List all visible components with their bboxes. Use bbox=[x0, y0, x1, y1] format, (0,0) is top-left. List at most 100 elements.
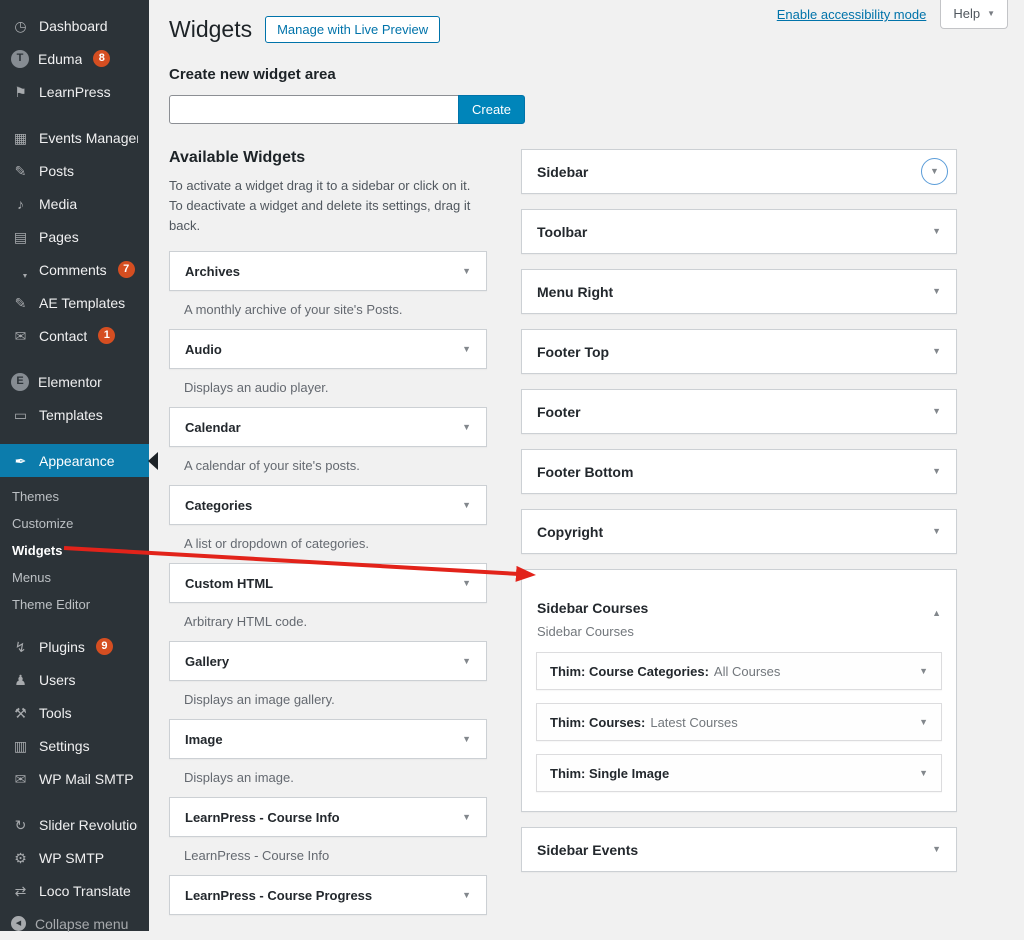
assigned-widget-course-categories[interactable]: Thim: Course Categories: All Courses ▼ bbox=[536, 652, 942, 690]
widget-area-header[interactable]: Footer ▼ bbox=[522, 390, 956, 433]
menu-item-plugins[interactable]: ↯ Plugins 9 bbox=[0, 630, 149, 663]
chevron-down-icon[interactable]: ▼ bbox=[932, 526, 941, 536]
assigned-widget-courses[interactable]: Thim: Courses: Latest Courses ▼ bbox=[536, 703, 942, 741]
widget-card-gallery[interactable]: Gallery ▼ bbox=[169, 641, 487, 682]
chevron-down-icon[interactable]: ▼ bbox=[932, 226, 941, 236]
widget-card-categories[interactable]: Categories ▼ bbox=[169, 485, 487, 526]
chevron-down-icon[interactable]: ▼ bbox=[919, 767, 928, 778]
widget-area-header[interactable]: Footer Top ▼ bbox=[522, 330, 956, 373]
widget-area-header[interactable]: Sidebar Courses ▲ bbox=[522, 570, 956, 618]
assigned-widget-title: Thim: Courses: bbox=[550, 714, 646, 730]
translate-icon: ⇄ bbox=[14, 882, 27, 899]
chevron-down-icon[interactable]: ▼ bbox=[932, 844, 941, 854]
new-widget-area-input[interactable] bbox=[169, 95, 459, 124]
menu-item-users[interactable]: ♟ Users bbox=[0, 663, 149, 696]
widget-card-learnpress-course-progress[interactable]: LearnPress - Course Progress ▼ bbox=[169, 875, 487, 916]
widget-area-footer-bottom[interactable]: Footer Bottom ▼ bbox=[521, 449, 957, 494]
submenu-item-widgets[interactable]: Widgets bbox=[12, 543, 63, 558]
submenu-item-customize[interactable]: Customize bbox=[12, 516, 74, 531]
widget-card-custom-html[interactable]: Custom HTML ▼ bbox=[169, 563, 487, 604]
widget-card-audio[interactable]: Audio ▼ bbox=[169, 329, 487, 370]
chevron-down-icon[interactable]: ▼ bbox=[462, 499, 471, 510]
menu-item-comments[interactable]: Comments 7 bbox=[0, 253, 149, 286]
menu-item-elementor[interactable]: E Elementor bbox=[0, 365, 149, 398]
widget-area-sidebar[interactable]: Sidebar ▼ bbox=[521, 149, 957, 194]
widget-area-title: Footer Bottom bbox=[537, 463, 634, 480]
widgets-columns: Available Widgets To activate a widget d… bbox=[169, 149, 1004, 916]
menu-item-loco-translate[interactable]: ⇄ Loco Translate bbox=[0, 874, 149, 907]
submenu-item-themes[interactable]: Themes bbox=[12, 489, 59, 504]
widget-area-header[interactable]: Copyright ▼ bbox=[522, 510, 956, 553]
pushpin-icon: ✎ bbox=[14, 294, 27, 311]
chevron-down-icon[interactable]: ▼ bbox=[932, 406, 941, 416]
widget-card-image[interactable]: Image ▼ bbox=[169, 719, 487, 760]
menu-item-posts[interactable]: ✎ Posts bbox=[0, 154, 149, 187]
menu-item-learnpress[interactable]: ⚑ LearnPress bbox=[0, 75, 149, 108]
menu-item-settings[interactable]: ▥ Settings bbox=[0, 729, 149, 762]
tools-icon: ⚒ bbox=[14, 704, 27, 721]
widget-area-header[interactable]: Footer Bottom ▼ bbox=[522, 450, 956, 493]
widget-area-footer[interactable]: Footer ▼ bbox=[521, 389, 957, 434]
chevron-down-icon[interactable]: ▼ bbox=[462, 811, 471, 822]
widget-area-header[interactable]: Menu Right ▼ bbox=[522, 270, 956, 313]
menu-item-appearance[interactable]: ✒ Appearance bbox=[0, 444, 158, 477]
chevron-down-icon[interactable]: ▼ bbox=[462, 889, 471, 900]
menu-label: Appearance bbox=[39, 452, 115, 469]
widget-area-description: Sidebar Courses bbox=[537, 624, 634, 639]
menu-item-contact[interactable]: ✉ Contact 1 bbox=[0, 319, 149, 352]
eduma-icon: T bbox=[11, 49, 29, 68]
chevron-down-icon[interactable]: ▼ bbox=[932, 466, 941, 476]
menu-item-dashboard[interactable]: ◷ Dashboard bbox=[0, 9, 149, 42]
chevron-down-icon[interactable]: ▼ bbox=[462, 343, 471, 354]
chevron-down-icon[interactable]: ▼ bbox=[462, 655, 471, 666]
widget-area-footer-top[interactable]: Footer Top ▼ bbox=[521, 329, 957, 374]
widget-description: A list or dropdown of categories. bbox=[184, 536, 369, 552]
focused-toggle-ring[interactable]: ▼ bbox=[921, 158, 948, 185]
widget-area-toolbar[interactable]: Toolbar ▼ bbox=[521, 209, 957, 254]
assigned-widget-single-image[interactable]: Thim: Single Image ▼ bbox=[536, 754, 942, 792]
envelope-icon: ✉ bbox=[14, 327, 27, 344]
widget-area-header[interactable]: Sidebar Events ▼ bbox=[522, 828, 956, 871]
widget-area-header[interactable]: Toolbar ▼ bbox=[522, 210, 956, 253]
menu-item-collapse[interactable]: ◀ Collapse menu bbox=[0, 907, 149, 940]
menu-item-eduma[interactable]: T Eduma 8 bbox=[0, 42, 149, 75]
widget-card-learnpress-course-info[interactable]: LearnPress - Course Info ▼ bbox=[169, 797, 487, 838]
chevron-down-icon[interactable]: ▼ bbox=[462, 421, 471, 432]
widget-area-copyright[interactable]: Copyright ▼ bbox=[521, 509, 957, 554]
chevron-up-icon[interactable]: ▲ bbox=[932, 608, 941, 618]
menu-item-slider-revolution[interactable]: ↻ Slider Revolution bbox=[0, 808, 149, 841]
widget-title: Gallery bbox=[185, 653, 230, 669]
submenu-item-menus[interactable]: Menus bbox=[12, 570, 52, 585]
widget-area-sidebar-events[interactable]: Sidebar Events ▼ bbox=[521, 827, 957, 872]
accessibility-mode-link[interactable]: Enable accessibility mode bbox=[776, 7, 927, 22]
submenu-item-theme-editor[interactable]: Theme Editor bbox=[12, 597, 91, 612]
menu-label: LearnPress bbox=[39, 83, 111, 100]
menu-item-events-manager[interactable]: ▦ Events Manager bbox=[0, 121, 149, 154]
chevron-down-icon[interactable]: ▼ bbox=[932, 286, 941, 296]
menu-item-wp-smtp[interactable]: ⚙ WP SMTP bbox=[0, 841, 149, 874]
chevron-down-icon[interactable]: ▼ bbox=[932, 346, 941, 356]
help-dropdown-button[interactable]: Help ▼ bbox=[940, 0, 1008, 29]
menu-item-pages[interactable]: ▤ Pages bbox=[0, 220, 149, 253]
chevron-down-icon[interactable]: ▼ bbox=[462, 577, 471, 588]
pages-icon: ▤ bbox=[13, 228, 28, 245]
chevron-down-icon[interactable]: ▼ bbox=[919, 716, 928, 727]
menu-item-templates[interactable]: ▭ Templates bbox=[0, 398, 149, 431]
chevron-down-icon[interactable]: ▼ bbox=[462, 733, 471, 744]
widget-area-header[interactable]: Sidebar ▼ bbox=[522, 150, 956, 193]
chevron-down-icon[interactable]: ▼ bbox=[919, 665, 928, 676]
create-widget-area-heading: Create new widget area bbox=[169, 66, 336, 83]
menu-item-ae-templates[interactable]: ✎ AE Templates bbox=[0, 286, 149, 319]
menu-item-tools[interactable]: ⚒ Tools bbox=[0, 696, 149, 729]
widget-area-menu-right[interactable]: Menu Right ▼ bbox=[521, 269, 957, 314]
menu-label: WP Mail SMTP bbox=[39, 770, 134, 787]
widget-card-archives[interactable]: Archives ▼ bbox=[169, 251, 487, 292]
chevron-down-icon[interactable]: ▼ bbox=[462, 265, 471, 276]
create-button[interactable]: Create bbox=[458, 95, 526, 124]
widget-card-calendar[interactable]: Calendar ▼ bbox=[169, 407, 487, 448]
menu-item-media[interactable]: ♪ Media bbox=[0, 187, 149, 220]
menu-item-wp-mail-smtp[interactable]: ✉ WP Mail SMTP bbox=[0, 762, 149, 795]
available-widgets-heading: Available Widgets bbox=[169, 149, 306, 166]
manage-live-preview-button[interactable]: Manage with Live Preview bbox=[265, 16, 441, 43]
